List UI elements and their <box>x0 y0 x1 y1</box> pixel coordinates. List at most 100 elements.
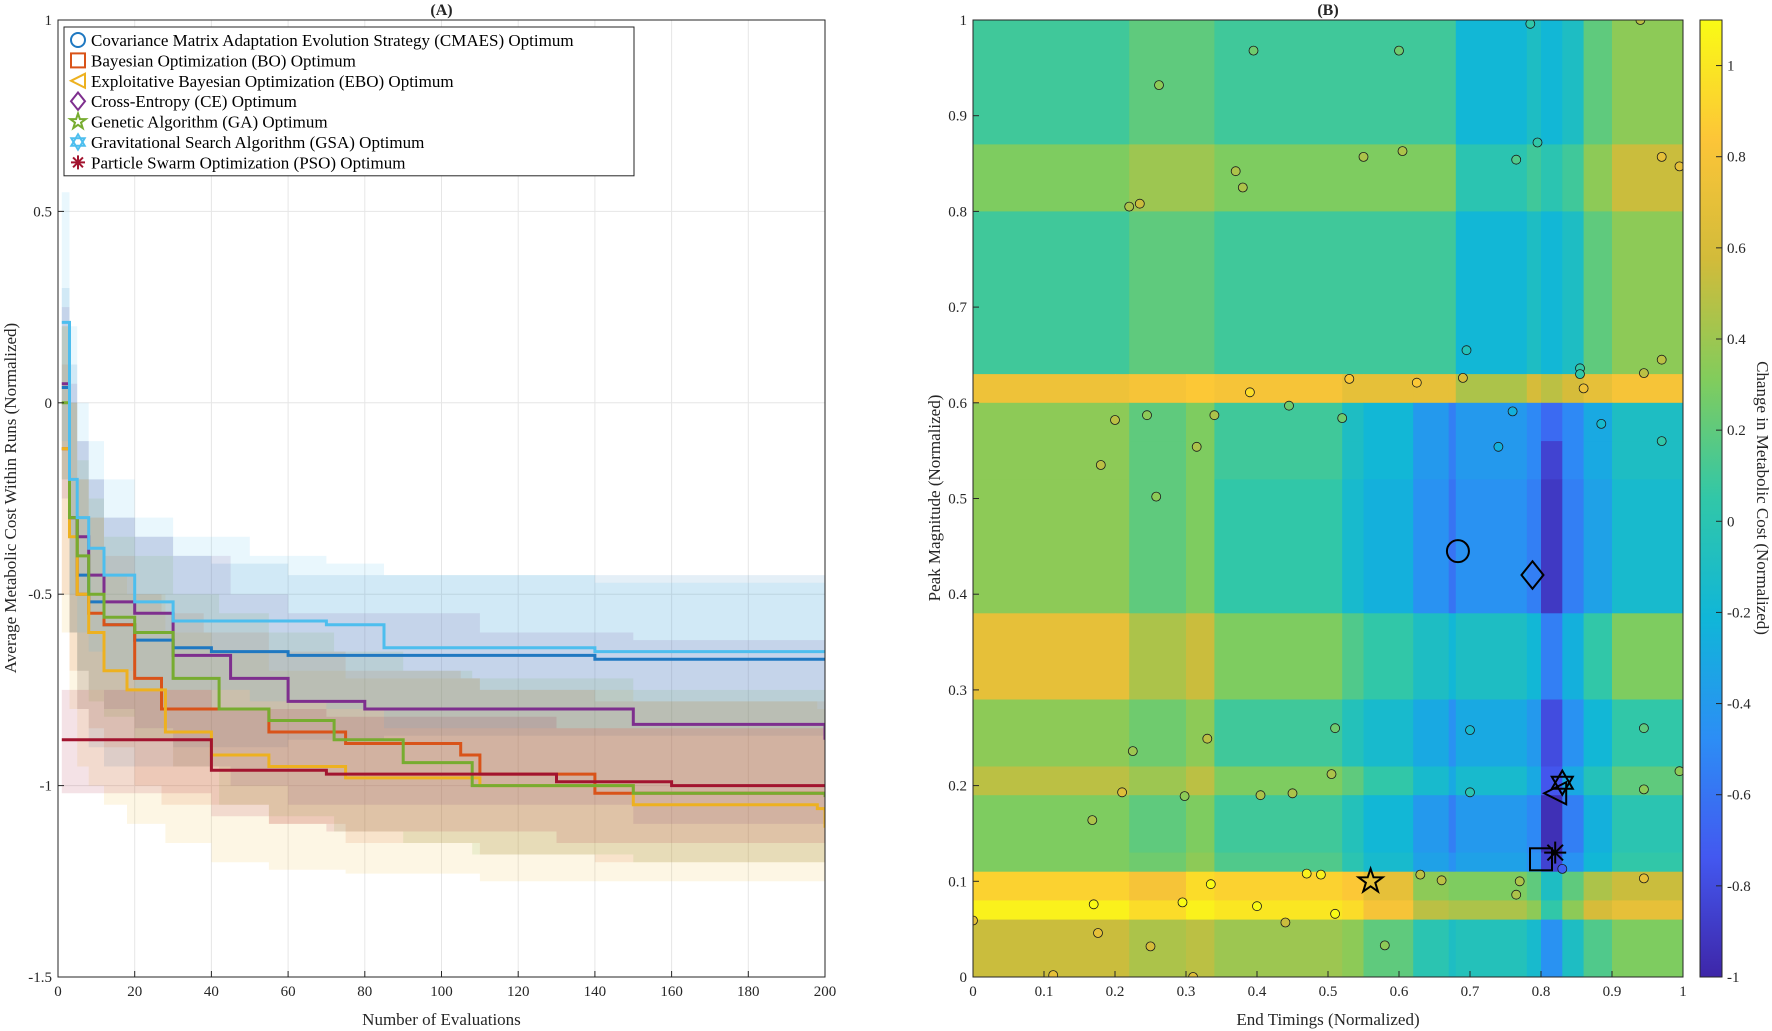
x-tick-label: 80 <box>357 984 372 1000</box>
heat-cell <box>1562 144 1585 212</box>
heat-cell <box>1583 441 1613 480</box>
x-tick-label: 0.1 <box>1035 984 1054 1000</box>
heat-cell <box>1562 479 1585 614</box>
legend-marker-3 <box>68 72 86 90</box>
sample-point <box>1093 928 1103 938</box>
band-2 <box>61 364 825 863</box>
heat-cell <box>1526 699 1542 768</box>
heat-cell <box>1413 852 1450 873</box>
y-tick-label: 0.5 <box>948 492 967 508</box>
heat-cell <box>1612 20 1683 145</box>
x-tick-label: 0.8 <box>1532 984 1551 1000</box>
heat-cell <box>1115 441 1130 480</box>
heat-cell <box>1583 20 1613 145</box>
heat-cell <box>1186 766 1215 796</box>
panel-b: 0 0.1 0.2 0.3 0.4 0.5 0.6 0.7 0.8 0.9 1 1 0.9 0.8 0.7 0… <box>925 2 1772 1029</box>
heat-cell <box>1214 211 1343 375</box>
x-tick-label: 0.9 <box>1603 984 1622 1000</box>
heat-cell <box>1363 402 1414 442</box>
panel-b-y-axis-label: Peak Magnitude (Normalized) <box>925 395 944 602</box>
heat-cell <box>1186 211 1215 375</box>
legend: Covariance Matrix Adaptation Evolution S… <box>63 26 635 177</box>
heat-cell <box>1448 144 1457 212</box>
heat-cell <box>1214 20 1343 145</box>
sample-point <box>1465 787 1475 798</box>
heat-cell <box>1186 374 1215 404</box>
heat-cell <box>1612 374 1683 404</box>
heat-cell <box>1583 144 1613 212</box>
heat-cell <box>973 20 1116 145</box>
heat-cell <box>1115 402 1130 442</box>
colorbar-tick-label: -0.4 <box>1727 697 1751 713</box>
sample-point <box>1436 875 1447 886</box>
sample-point <box>1394 45 1404 56</box>
y-tick-label: 0.3 <box>948 683 967 699</box>
heat-cell <box>1115 479 1130 614</box>
sample-point <box>1656 436 1667 447</box>
sample-point <box>1415 869 1426 880</box>
heat-cell <box>1455 852 1528 873</box>
heat-cell <box>973 144 1116 212</box>
heat-cell <box>1541 699 1563 768</box>
sample-point <box>1280 917 1291 928</box>
sample-point <box>1048 970 1059 977</box>
heat-cell <box>1129 852 1187 873</box>
heat-cell <box>973 441 1116 480</box>
band-1 <box>61 288 825 767</box>
heat-cell <box>1583 852 1613 873</box>
legend-marker-2 <box>70 52 86 69</box>
heat-cell <box>1455 900 1528 921</box>
heat-cell <box>1342 441 1365 480</box>
optimum-ce <box>1520 559 1545 591</box>
heat-cell <box>1413 20 1450 145</box>
heat-cell <box>1448 919 1457 977</box>
heat-cell <box>1115 211 1130 375</box>
y-tick-label: 1 <box>45 13 53 29</box>
sample-point <box>1674 766 1683 777</box>
x-tick-label: 140 <box>584 984 607 1000</box>
series-line-5 <box>61 401 825 798</box>
heat-cell <box>1448 871 1457 901</box>
heat-cell <box>1583 699 1613 768</box>
y-tick-label: 0.8 <box>948 204 967 220</box>
sample-point <box>1514 876 1525 887</box>
heat-cell <box>1562 441 1585 480</box>
colorbar-tick-label: -0.2 <box>1727 605 1751 621</box>
heat-cell <box>1214 613 1343 700</box>
band-5 <box>61 326 825 863</box>
sample-point <box>1465 725 1475 735</box>
y-tick-label: 0.5 <box>33 204 52 220</box>
heat-cell <box>1448 479 1457 614</box>
heat-cell <box>1214 919 1343 977</box>
heat-cell <box>1413 766 1450 796</box>
sample-point <box>1202 733 1213 744</box>
heat-cell <box>1342 766 1365 796</box>
heat-cell <box>1413 211 1450 375</box>
heat-cell <box>1612 211 1683 375</box>
heat-cell <box>1562 613 1585 700</box>
colorbar-label: Change in Metabolic Cost (Normalized) <box>1753 361 1772 635</box>
heat-cell <box>1562 919 1585 977</box>
y-tick-label: -1 <box>40 779 53 795</box>
sample-point <box>1209 410 1220 421</box>
y-tick-label: -1.5 <box>28 970 52 986</box>
heat-cell <box>1562 900 1585 921</box>
heat-cell <box>1129 402 1187 442</box>
heat-cell <box>973 479 1116 614</box>
heat-cell <box>1363 441 1414 480</box>
heat-cell <box>1612 402 1683 442</box>
sample-point <box>1245 387 1255 398</box>
heat-cell <box>1115 699 1130 768</box>
sample-point <box>1639 723 1649 734</box>
sample-point <box>1330 723 1340 734</box>
colorbar-ticks: 1 0.8 0.6 0.4 0.2 0 -0.2 -0.4 -0.6 -0.8 -1 <box>1716 59 1751 986</box>
colorbar-tick-label: -0.8 <box>1727 879 1751 895</box>
heat-cell <box>1448 441 1457 480</box>
heat-cell <box>973 852 1116 873</box>
panel-b-ticks: 0 0.1 0.2 0.3 0.4 0.5 0.6 0.7 0.8 0.9 1 1 0.9 0.8 0.7 0… <box>948 13 1687 1000</box>
sample-point <box>1397 146 1408 157</box>
heat-cell <box>1214 441 1343 480</box>
heat-cell <box>1342 211 1365 375</box>
heat-cell <box>1583 795 1613 854</box>
x-tick-label: 40 <box>204 984 219 1000</box>
